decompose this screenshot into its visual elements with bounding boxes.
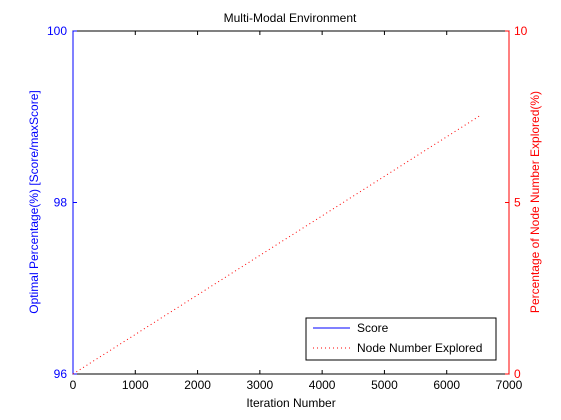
y-left-axis-ticks: 96 98 100 — [47, 24, 77, 381]
legend-label-node-number-explored: Node Number Explored — [357, 341, 482, 355]
x-tick-label: 6000 — [433, 378, 460, 392]
series-layer — [72, 114, 482, 375]
x-tick-label: 7000 — [496, 378, 523, 392]
x-tick-label: 5000 — [371, 378, 398, 392]
series-line-node-number-explored — [72, 114, 482, 375]
x-axis-label: Iteration Number — [246, 396, 335, 410]
plot-frame — [72, 30, 510, 375]
y-left-tick-label: 100 — [47, 24, 67, 38]
x-tick-label: 1000 — [122, 378, 149, 392]
y-left-tick-label: 96 — [54, 367, 68, 381]
x-tick-label: 2000 — [184, 378, 211, 392]
y-right-axis-label: Percentage of Node Number Explored(%) — [528, 91, 542, 313]
x-tick-label: 3000 — [247, 378, 274, 392]
y-right-tick-label: 0 — [514, 367, 521, 381]
x-tick-label: 4000 — [309, 378, 336, 392]
legend-label-score: Score — [357, 321, 389, 335]
legend-box — [305, 317, 497, 361]
x-axis-ticks: 0 1000 2000 3000 4000 5000 6000 7000 — [70, 31, 523, 392]
y-right-tick-label: 5 — [514, 196, 521, 210]
y-left-axis-label: Optimal Percentage(%) [Score/maxScore] — [27, 90, 41, 313]
chart-title: Multi-Modal Environment — [224, 11, 357, 25]
legend: Score Node Number Explored — [305, 317, 497, 361]
x-tick-label: 0 — [70, 378, 77, 392]
y-left-tick-label: 98 — [54, 196, 68, 210]
y-right-axis-ticks: 0 5 10 — [505, 24, 528, 381]
y-right-tick-label: 10 — [514, 24, 528, 38]
